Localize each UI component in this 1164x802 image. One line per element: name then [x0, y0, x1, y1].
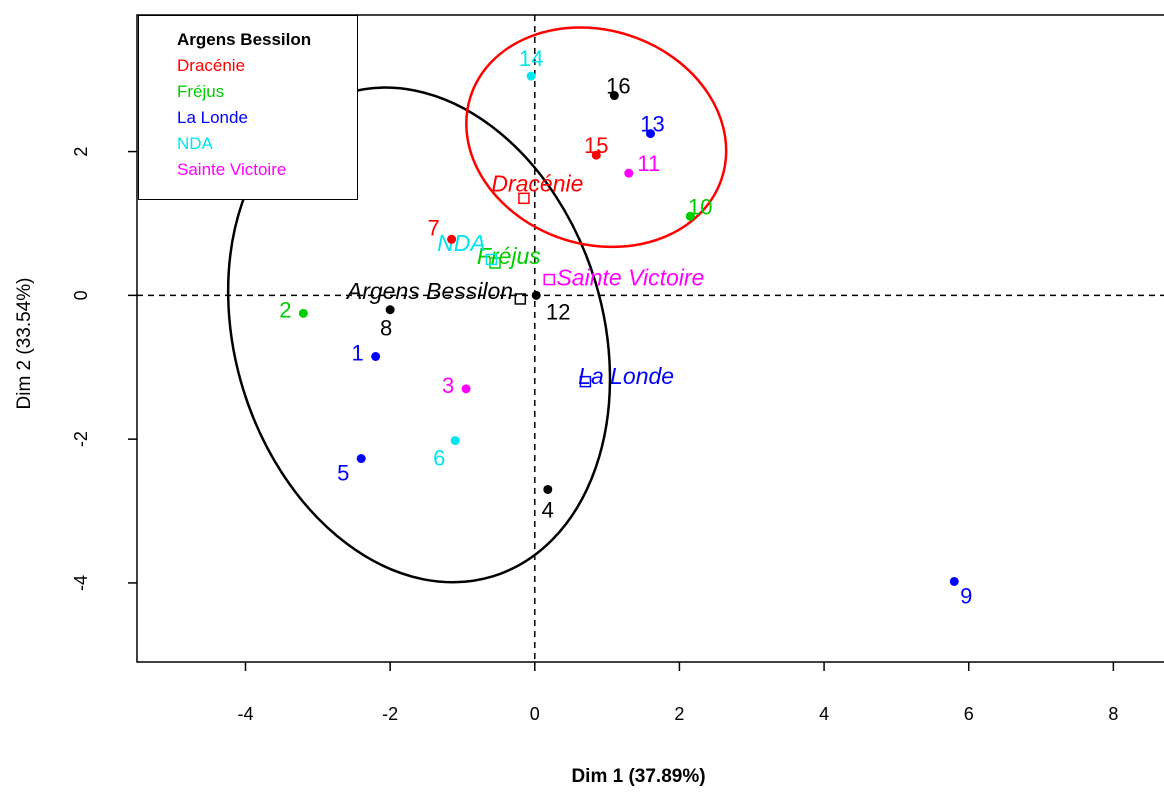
point-label: 7 — [427, 215, 439, 240]
centroid-label: Argens Bessilon — [345, 278, 513, 304]
centroid-label: NDA — [437, 230, 486, 256]
point-marker — [450, 436, 460, 446]
point-marker — [298, 308, 308, 318]
point-marker — [685, 211, 695, 221]
x-tick-label: 4 — [819, 704, 829, 724]
point-marker — [591, 150, 601, 160]
legend-item: Fréjus — [177, 82, 225, 101]
point-label: 8 — [380, 316, 392, 341]
point-label: 4 — [542, 497, 554, 522]
point-label: 16 — [606, 74, 630, 99]
point-label: 14 — [519, 46, 543, 71]
point-label: 15 — [584, 133, 608, 158]
centroid-label: La Londe — [578, 363, 674, 389]
x-axis-label: Dim 1 (37.89%) — [571, 766, 705, 787]
point-marker — [447, 234, 457, 244]
x-tick-label: 2 — [674, 704, 684, 724]
point-marker — [371, 351, 381, 361]
point-label: 2 — [279, 297, 291, 322]
point-marker — [356, 454, 366, 464]
centroid-marker — [579, 375, 592, 388]
x-tick-label: 6 — [964, 704, 974, 724]
legend-item: NDA — [177, 134, 213, 153]
centroid-label: Dracénie — [491, 170, 583, 196]
point-marker — [461, 384, 471, 394]
centroid-marker — [485, 253, 498, 266]
legend-item: Argens Bessilon — [177, 30, 312, 49]
x-tick-label: 0 — [530, 704, 540, 724]
point-label: 10 — [688, 194, 712, 219]
point-label: 1 — [352, 340, 364, 365]
point-label: 3 — [442, 373, 454, 398]
centroid-marker — [518, 192, 530, 205]
x-tick-label: -4 — [237, 704, 253, 724]
centroid-marker — [543, 273, 555, 286]
point-marker — [543, 484, 553, 494]
centroid-marker — [489, 257, 501, 269]
point-label: 11 — [637, 151, 660, 176]
point-marker — [531, 290, 541, 300]
point-marker — [646, 129, 655, 139]
plot-frame — [136, 14, 1164, 663]
ellipse-group-2 — [465, 26, 728, 249]
point-label: 5 — [337, 461, 349, 486]
y-tick-label: 2 — [71, 147, 91, 157]
y-tick-label: 0 — [71, 290, 91, 300]
centroid-marker — [514, 293, 527, 305]
centroid-label: Sainte Victoire — [556, 265, 704, 291]
point-marker — [526, 71, 536, 81]
legend-item: La Londe — [177, 108, 248, 127]
point-label: 9 — [960, 583, 972, 608]
point-marker — [624, 168, 634, 178]
x-tick-label: 8 — [1108, 704, 1118, 724]
point-marker — [385, 305, 395, 315]
point-label: 6 — [433, 446, 445, 471]
point-label: 13 — [640, 112, 664, 137]
point-label: 12 — [546, 299, 570, 324]
y-tick-label: -2 — [71, 431, 91, 447]
legend-item: Dracénie — [177, 56, 246, 75]
point-marker — [609, 91, 619, 101]
y-axis-label: Dim 2 (33.54%) — [14, 278, 35, 410]
x-tick-label: -2 — [382, 704, 398, 724]
legend-item: Sainte Victoire — [177, 160, 287, 179]
legend: Argens Bessilon Dracénie Fréjus La Londe NDA… — [138, 15, 358, 200]
y-tick-label: -4 — [71, 575, 91, 591]
point-marker — [949, 576, 959, 586]
